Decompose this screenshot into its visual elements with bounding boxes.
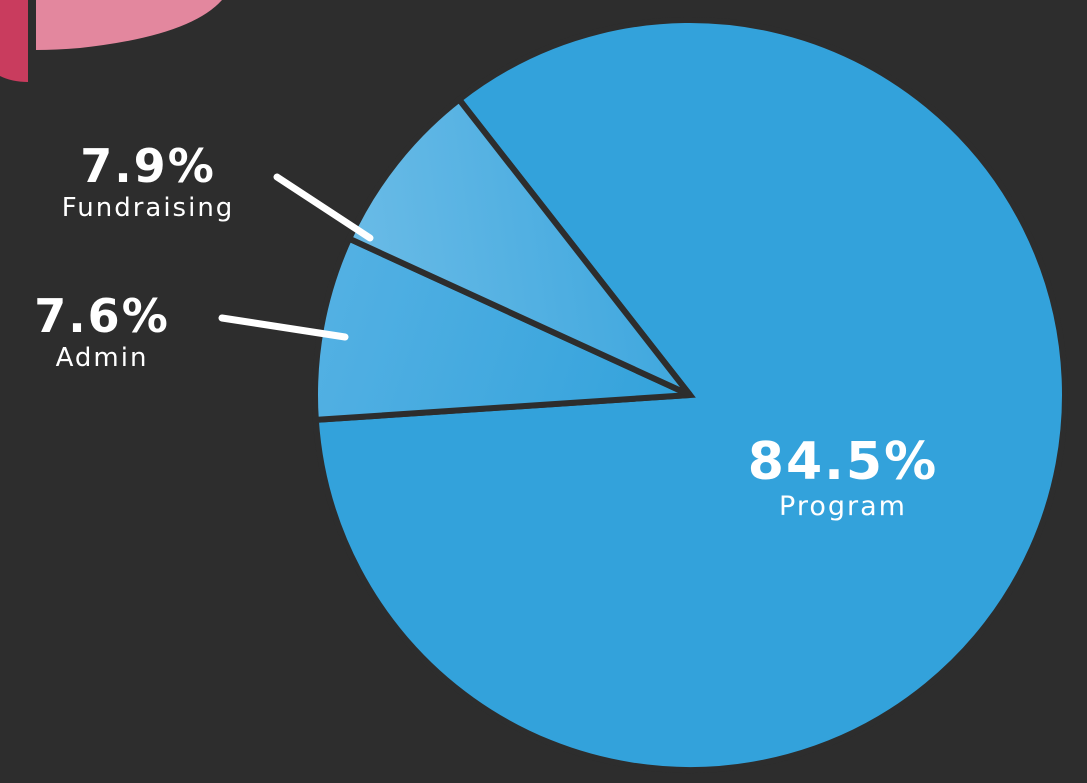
pie-slices: [312, 17, 1068, 773]
decorative-donut-pink: [36, 0, 222, 50]
slice-label-admin: Admin: [56, 343, 149, 373]
slice-value-program: 84.5%: [748, 432, 938, 492]
decorative-donut-red: [0, 0, 28, 82]
leader-line-admin: [218, 314, 349, 341]
slice-value-fundraising: 7.9%: [80, 139, 216, 193]
slice-value-admin: 7.6%: [34, 289, 170, 343]
pie-slice-fundraising: [312, 234, 692, 424]
leader-line-fundraising: [273, 173, 374, 242]
decorative-donut: [0, 0, 222, 82]
slice-label-program: Program: [779, 491, 907, 522]
slice-label-fundraising: Fundraising: [62, 193, 235, 223]
